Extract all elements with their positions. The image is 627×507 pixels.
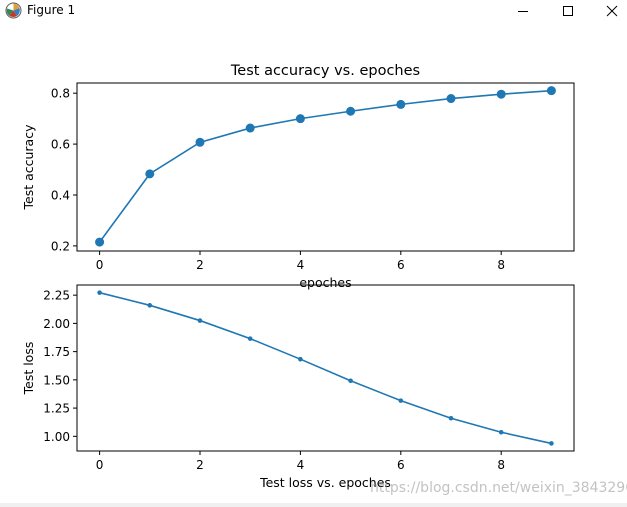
minimize-icon [518,11,528,12]
chart-2-data-point [498,429,504,435]
window-title: Figure 1 [27,3,76,17]
chart-1-xtick-label: 4 [297,258,305,272]
matplotlib-icon [5,2,22,19]
chart-1-data-point [245,123,255,133]
chart-1-xtick-label: 0 [96,258,104,272]
chart-1-ytick-label: 0.6 [51,138,70,152]
chart-2-xlabel: Test loss vs. epoches [259,475,391,490]
maximize-button[interactable] [546,0,590,22]
chart-1-ytick-label: 0.8 [51,87,70,101]
chart-2-data-point [247,336,253,341]
chart-2-data-point [549,441,554,446]
window-bottom-edge [0,503,627,507]
figure-canvas: 0 2 4 6 8 0.2 0.4 0.6 0.8 Test accuracy vs. epoch… [0,22,627,503]
figure-svg: 0 2 4 6 8 0.2 0.4 0.6 0.8 Test accuracy vs. epoch… [21,63,575,490]
chart-1-title: Test accuracy vs. epoches [230,63,420,79]
chart-1-xtick-label: 2 [196,258,204,272]
close-icon [606,5,618,17]
chart-1-axes-frame [76,82,575,252]
chart-2-data-point [348,378,353,384]
chart-1-data-point [446,94,456,104]
chart-2-data-point [398,398,404,403]
chart-1-ylabel: Test accuracy [21,124,36,211]
chart-1-xlabel: epoches [299,275,351,290]
chart-2-ytick-label: 2.00 [43,317,70,331]
chart-1-ytick-label: 0.4 [51,189,70,203]
chart-2-xtick-label: 2 [196,458,204,472]
chart-2-ytick-label: 1.75 [43,345,70,359]
chart-2-data-point [298,356,303,362]
chart-1-series-line [98,89,552,243]
chart-1-ytick-label: 0.2 [51,239,70,253]
chart-1-xtick-label: 6 [397,258,405,272]
close-button[interactable] [590,0,627,22]
chart-1-data-point [145,169,155,179]
chart-2-xtick-label: 6 [397,458,405,472]
minimize-button[interactable] [501,0,545,22]
chart-2-data-point [197,318,203,323]
chart-1-data-point [95,237,105,247]
chart-2-xtick-label: 0 [96,458,104,472]
chart-2-axes-frame [76,284,575,452]
chart-1-data-point [346,106,356,116]
chart-1-data-point [295,114,305,124]
chart-2-ytick-label: 1.50 [43,373,70,387]
maximize-icon [563,6,573,16]
chart-1-data-point [396,99,406,109]
title-bar: Figure 1 [0,0,627,22]
chart-1-data-point [546,86,556,96]
chart-2-data-point [97,290,102,295]
chart-2-series-line [99,291,552,445]
chart-2-ytick-label: 1.25 [43,402,70,416]
chart-2-ytick-label: 1.00 [43,430,70,444]
chart-2-ylabel: Test loss [21,342,36,396]
chart-1-xtick-label: 8 [497,258,505,272]
chart-2-xtick-label: 4 [297,458,305,472]
chart-2-data-point [147,303,153,308]
chart-1-data-point [195,137,205,147]
chart-2-xtick-label: 8 [497,458,505,472]
chart-2-data-point [448,415,454,421]
watermark: https://blog.csdn.net/weixin_38432968 [370,480,627,496]
chart-2-ytick-label: 2.25 [43,289,70,303]
chart-1-data-point [496,89,506,99]
